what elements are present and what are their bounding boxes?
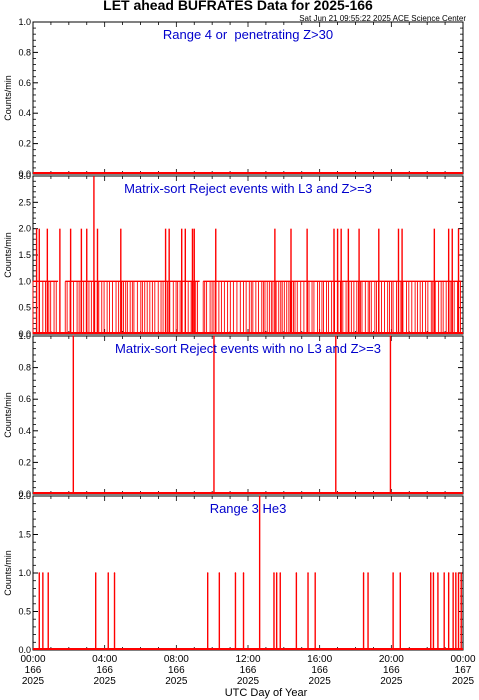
y-tick-label: 2.5 — [18, 197, 31, 207]
x-tick-year: 2025 — [165, 676, 188, 687]
y-tick-label: 0.4 — [18, 108, 31, 118]
y-tick-label: 1.5 — [18, 530, 31, 540]
y-tick-label: 2.0 — [18, 491, 31, 501]
x-tick-doy: 166 — [25, 665, 42, 676]
y-tick-label: 1.0 — [18, 568, 31, 578]
y-axis-label: Counts/min — [3, 75, 13, 121]
x-tick-year: 2025 — [309, 676, 332, 687]
panel-annotation: Range 3 He3 — [210, 501, 287, 516]
panel-annotation: Range 4 or penetrating Z>30 — [163, 27, 333, 42]
x-tick-doy: 166 — [311, 665, 328, 676]
x-tick-year: 2025 — [452, 676, 475, 687]
x-tick-doy: 166 — [96, 665, 113, 676]
panel-3: 0.0 0.2 0.4 0.6 0.8 1.0 Counts/min Matrix-sort … — [3, 331, 464, 499]
x-axis: 00:00166202504:00166202508:00166202512:0… — [20, 654, 475, 687]
panel-1: 0.0 0.2 0.4 0.6 0.8 1.0 Counts/min Range 4 or p… — [3, 17, 464, 179]
y-tick-label: 0.8 — [18, 363, 31, 373]
y-tick-label: 0.2 — [18, 457, 31, 467]
plot-frame — [32, 21, 464, 175]
y-tick-label: 0.5 — [18, 607, 31, 617]
panel-4: 0.0 0.5 1.0 1.5 2.0 Counts/min Range 3 He3 — [3, 491, 464, 655]
y-tick-label: 0.2 — [18, 139, 31, 149]
y-tick-label: 0.6 — [18, 78, 31, 88]
x-tick-doy: 166 — [240, 665, 257, 676]
y-axis-label: Counts/min — [3, 232, 13, 278]
x-tick-time: 12:00 — [235, 654, 260, 665]
y-tick-label: 0.0 — [18, 645, 31, 655]
x-tick-time: 16:00 — [307, 654, 332, 665]
timestamp-stamp: Sat Jun 21 09:55:22 2025 ACE Science Cen… — [299, 14, 466, 23]
x-tick-time: 08:00 — [164, 654, 189, 665]
plot-frame — [32, 495, 464, 651]
y-tick-label: 0.8 — [18, 47, 31, 57]
plot-frame — [32, 335, 464, 495]
y-tick-label: 0.4 — [18, 426, 31, 436]
y-tick-label: 0.5 — [18, 303, 31, 313]
y-tick-label: 0.6 — [18, 394, 31, 404]
x-axis-label: UTC Day of Year — [225, 687, 308, 699]
y-tick-label: 1.0 — [18, 17, 31, 27]
chart-title: LET ahead BUFRATES Data for 2025-166 — [103, 0, 373, 13]
x-tick-doy: 166 — [383, 665, 400, 676]
y-tick-label: 1.5 — [18, 250, 31, 260]
y-tick-label: 0.0 — [18, 489, 31, 499]
x-tick-time: 00:00 — [450, 654, 475, 665]
y-tick-label: 3.0 — [18, 171, 31, 181]
x-tick-year: 2025 — [237, 676, 260, 687]
y-axis-label: Counts/min — [3, 550, 13, 596]
x-tick-time: 00:00 — [20, 654, 45, 665]
y-tick-label: 0.0 — [18, 169, 31, 179]
panel-2: 0.0 0.5 1.0 1.5 2.0 2.5 3.0 Counts/min Matrix-so… — [3, 171, 464, 339]
x-tick-time: 04:00 — [92, 654, 117, 665]
y-tick-label: 1.0 — [18, 276, 31, 286]
x-tick-doy: 166 — [168, 665, 185, 676]
x-tick-year: 2025 — [94, 676, 117, 687]
y-tick-label: 2.0 — [18, 224, 31, 234]
panels-group: 0.0 0.2 0.4 0.6 0.8 1.0 Counts/min Range 4 or p… — [3, 17, 464, 655]
y-tick-label: 0.0 — [18, 329, 31, 339]
x-tick-year: 2025 — [380, 676, 403, 687]
panel-annotation: Matrix-sort Reject events with L3 and Z>… — [124, 181, 372, 196]
x-tick-year: 2025 — [22, 676, 45, 687]
x-tick-time: 20:00 — [379, 654, 404, 665]
y-tick-label: 1.0 — [18, 331, 31, 341]
y-axis-label: Counts/min — [3, 392, 13, 438]
panel-annotation: Matrix-sort Reject events with no L3 and… — [115, 341, 381, 356]
x-tick-doy: 167 — [455, 665, 472, 676]
